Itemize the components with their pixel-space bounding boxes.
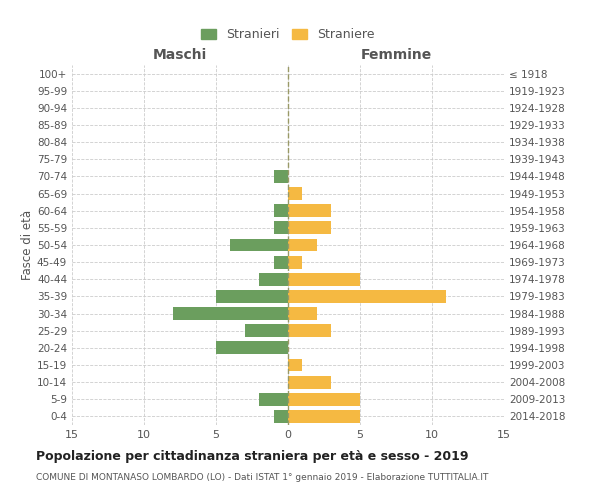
Bar xyxy=(216,342,288,354)
Bar xyxy=(259,273,288,285)
Bar xyxy=(288,410,360,423)
Bar xyxy=(288,273,360,285)
Bar xyxy=(288,238,317,252)
Bar xyxy=(259,393,288,406)
Bar xyxy=(274,204,288,217)
Bar xyxy=(288,393,360,406)
Bar xyxy=(230,238,288,252)
Bar xyxy=(288,324,331,337)
Bar xyxy=(274,170,288,183)
Y-axis label: Fasce di età: Fasce di età xyxy=(21,210,34,280)
Bar xyxy=(288,187,302,200)
Bar xyxy=(288,290,446,303)
Text: Popolazione per cittadinanza straniera per età e sesso - 2019: Popolazione per cittadinanza straniera p… xyxy=(36,450,469,463)
Text: COMUNE DI MONTANASO LOMBARDO (LO) - Dati ISTAT 1° gennaio 2019 - Elaborazione TU: COMUNE DI MONTANASO LOMBARDO (LO) - Dati… xyxy=(36,472,488,482)
Bar xyxy=(288,376,331,388)
Bar xyxy=(216,290,288,303)
Bar xyxy=(288,358,302,372)
Text: Femmine: Femmine xyxy=(361,48,431,62)
Bar xyxy=(274,222,288,234)
Legend: Stranieri, Straniere: Stranieri, Straniere xyxy=(201,28,375,41)
Bar xyxy=(288,256,302,268)
Bar xyxy=(274,410,288,423)
Bar xyxy=(288,204,331,217)
Text: Maschi: Maschi xyxy=(153,48,207,62)
Bar xyxy=(173,307,288,320)
Bar xyxy=(288,307,317,320)
Bar xyxy=(245,324,288,337)
Bar xyxy=(288,222,331,234)
Bar xyxy=(274,256,288,268)
